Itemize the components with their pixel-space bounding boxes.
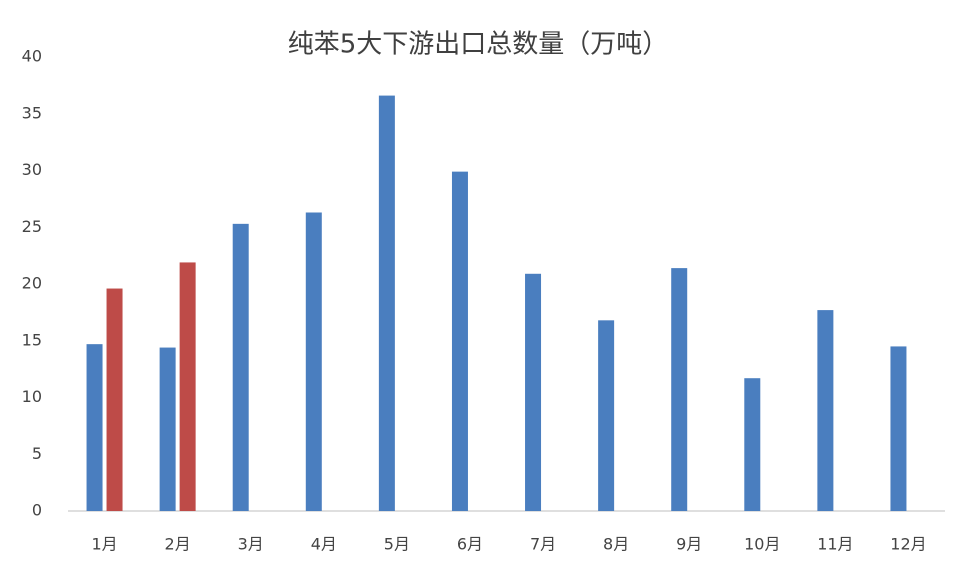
x-tick-label: 12月 xyxy=(890,535,926,554)
bar xyxy=(598,320,615,511)
bar xyxy=(890,346,907,511)
bar xyxy=(179,262,196,511)
y-tick-label: 20 xyxy=(22,274,42,293)
y-tick-label: 30 xyxy=(22,160,42,179)
y-tick-label: 5 xyxy=(32,444,42,463)
y-tick-label: 25 xyxy=(22,217,42,236)
x-tick-label: 7月 xyxy=(530,535,556,554)
x-tick-label: 4月 xyxy=(311,535,337,554)
bar xyxy=(817,310,834,511)
x-tick-label: 11月 xyxy=(817,535,853,554)
bar xyxy=(744,378,761,511)
y-tick-label: 0 xyxy=(32,501,42,520)
y-tick-label: 10 xyxy=(22,387,42,406)
y-tick-label: 15 xyxy=(22,330,42,349)
x-tick-label: 2月 xyxy=(165,535,191,554)
bar xyxy=(305,212,322,511)
x-tick-label: 3月 xyxy=(238,535,264,554)
x-tick-label: 5月 xyxy=(384,535,410,554)
x-tick-label: 9月 xyxy=(676,535,702,554)
bar xyxy=(159,347,176,511)
bar xyxy=(525,273,542,511)
x-tick-label: 6月 xyxy=(457,535,483,554)
bar xyxy=(378,95,395,511)
bar xyxy=(232,223,249,511)
bar xyxy=(671,268,688,511)
x-tick-label: 1月 xyxy=(91,535,117,554)
x-tick-label: 8月 xyxy=(603,535,629,554)
chart-title: 纯苯5大下游出口总数量（万吨） xyxy=(288,30,669,60)
y-tick-label: 35 xyxy=(22,103,42,122)
bar xyxy=(451,171,468,511)
y-tick-label: 40 xyxy=(22,47,42,66)
x-tick-label: 10月 xyxy=(744,535,780,554)
bar xyxy=(86,344,103,511)
bar xyxy=(106,288,123,511)
